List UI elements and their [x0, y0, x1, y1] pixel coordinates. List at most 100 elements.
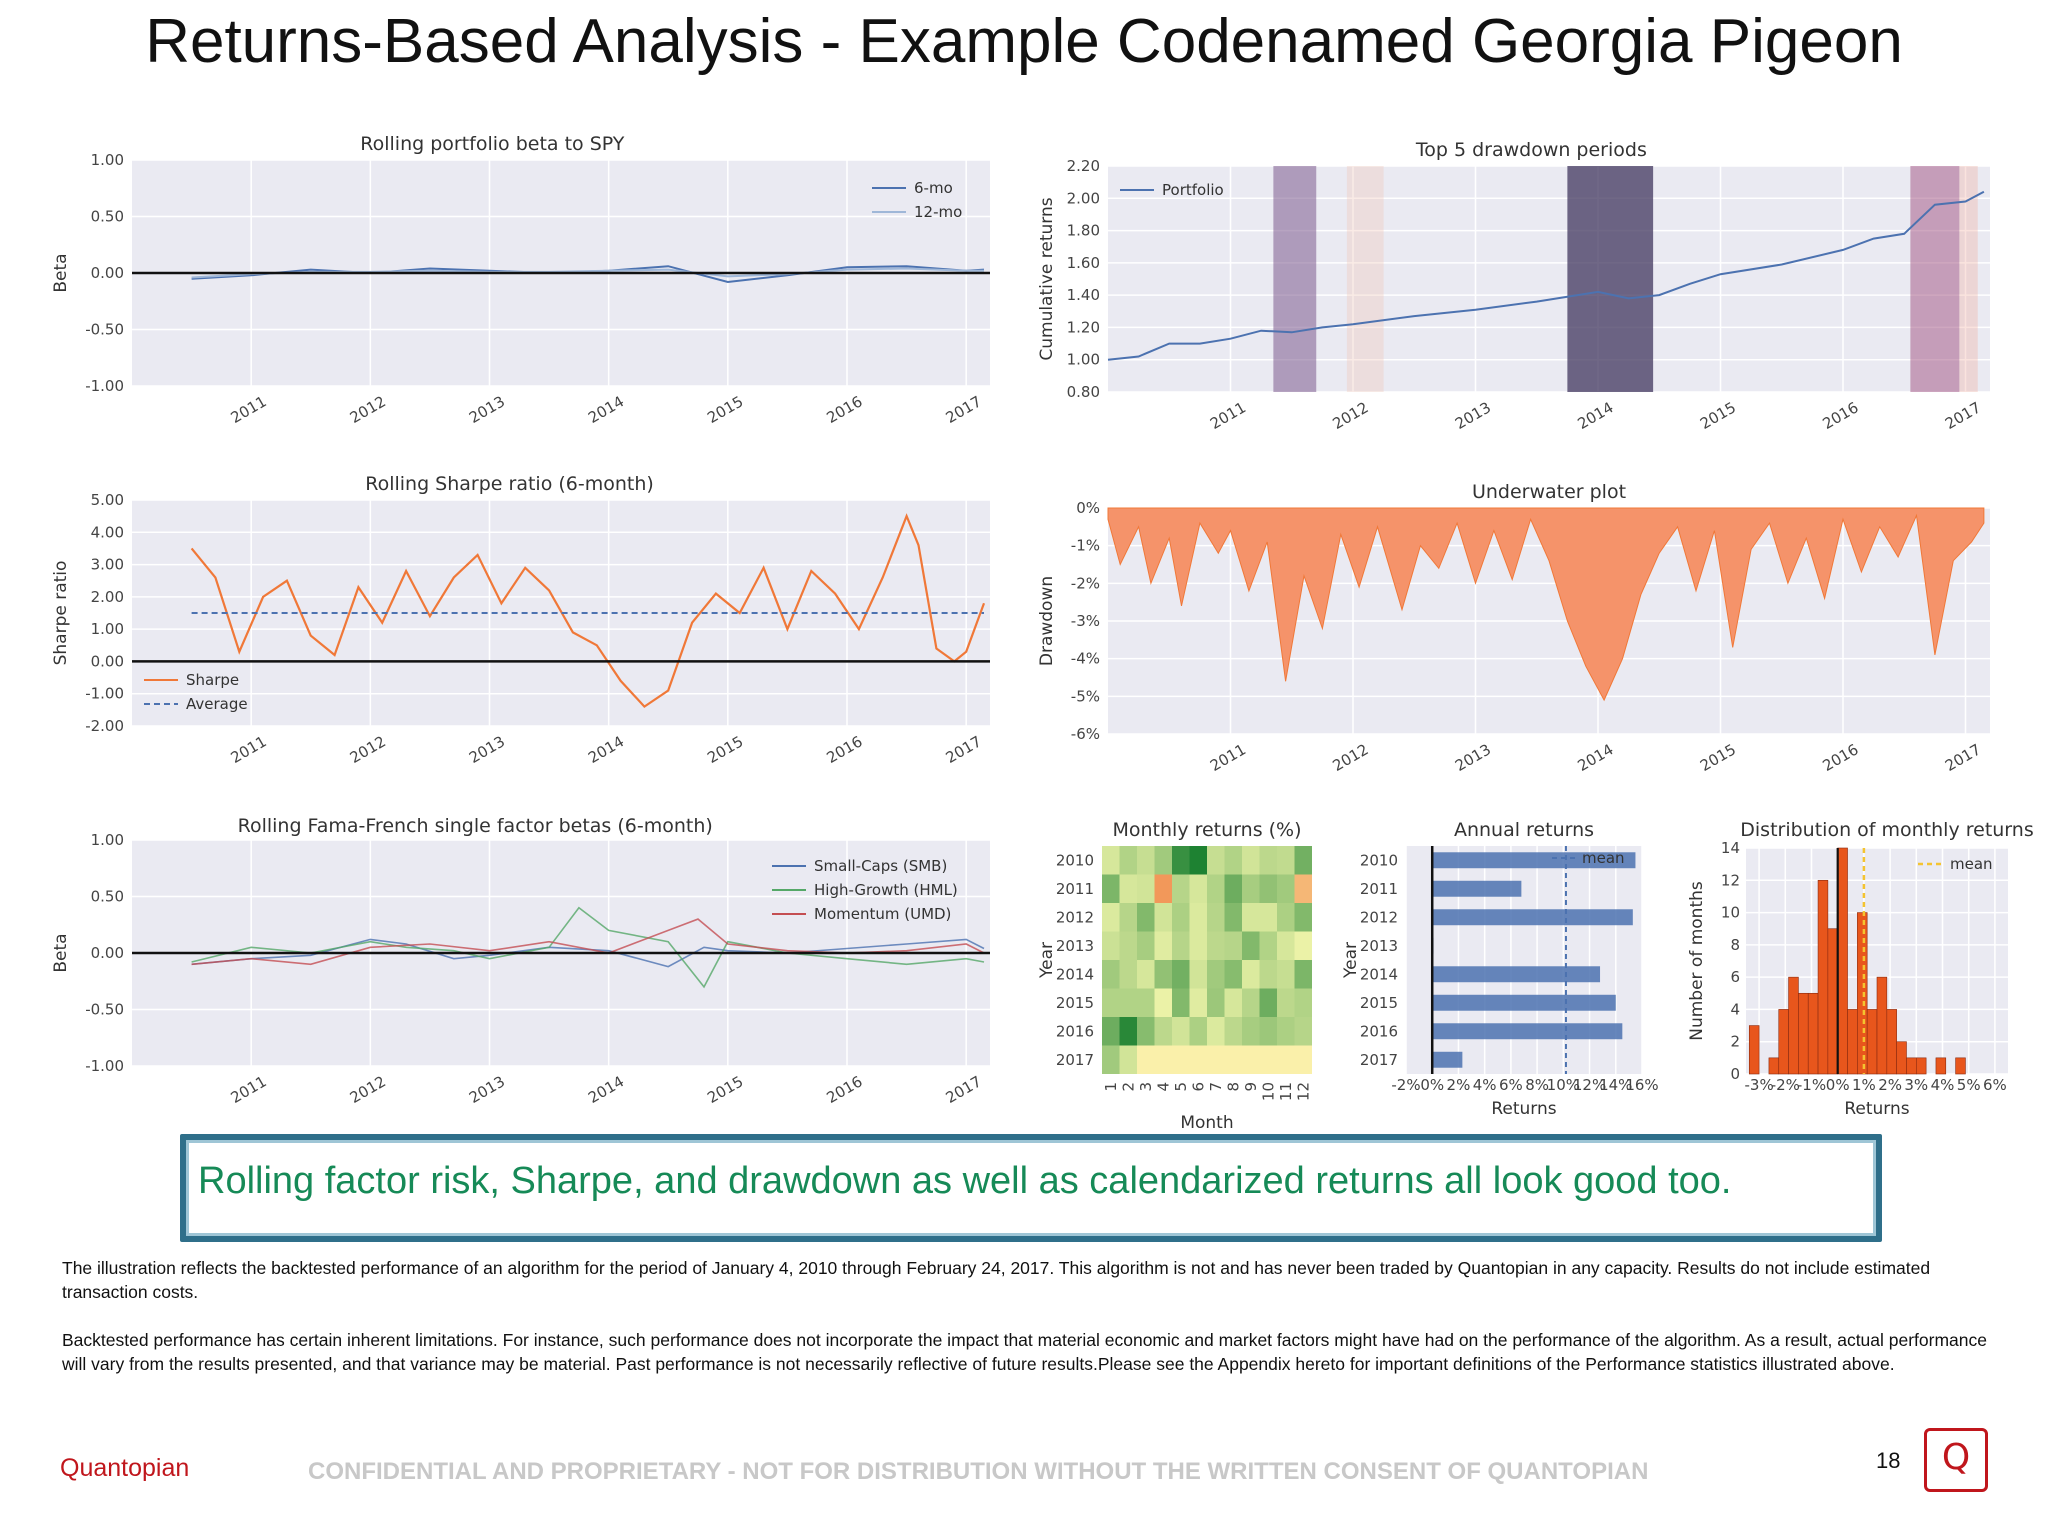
x-tick-label: 6% — [1983, 1076, 2007, 1094]
x-tick-label: 2017 — [943, 732, 985, 767]
x-axis-label: Month — [1180, 1113, 1233, 1133]
col-label: 8 — [1224, 1082, 1242, 1092]
chart-title: Monthly returns (%) — [1112, 819, 1301, 841]
heatmap-cell — [1294, 874, 1312, 903]
drawdown-period-shade — [1346, 166, 1384, 392]
x-tick-label: 2014 — [585, 732, 627, 767]
chart-monthly-returns: Monthly returns (%) 2010 2011 2012 2013 2014 2… — [1030, 818, 1330, 1133]
heatmap-cell — [1119, 903, 1137, 932]
legend-ff-2-label: Momentum (UMD) — [814, 905, 951, 923]
heatmap-cell — [1102, 846, 1120, 875]
y-tick-label: 8 — [1730, 936, 1740, 954]
x-tick-label: 2017 — [1942, 398, 1984, 433]
histogram-bar — [1935, 1057, 1947, 1075]
disclaimer-paragraph-2: Backtested performance has certain inher… — [62, 1330, 1988, 1374]
heatmap-cell — [1172, 988, 1190, 1017]
chart-drawdown-periods: Top 5 drawdown periods 2.20 2.00 1.80 1.60 1.… — [1030, 138, 2030, 448]
heatmap-cell — [1189, 846, 1207, 875]
heatmap-cell — [1189, 903, 1207, 932]
x-tick-label: 4% — [1931, 1076, 1955, 1094]
chart-rolling-sharpe: Rolling Sharpe ratio (6-month) 5.00 4.00 3.… — [40, 468, 1000, 798]
heatmap-cell — [1137, 931, 1155, 960]
x-axis-label: Returns — [1844, 1099, 1909, 1119]
series-line-sharpe — [190, 513, 986, 709]
heatmap-cell — [1277, 1045, 1295, 1074]
x-tick-label: 2016 — [823, 392, 865, 427]
y-tick-label: 4 — [1730, 1000, 1740, 1018]
y-tick-label: 5.00 — [91, 491, 124, 509]
heatmap-cell — [1294, 1017, 1312, 1046]
heatmap-cell — [1224, 846, 1242, 875]
annual-bar — [1432, 994, 1616, 1011]
heatmap-cell — [1189, 1017, 1207, 1046]
col-label: 2 — [1119, 1082, 1137, 1092]
x-axis-label: Returns — [1491, 1099, 1556, 1119]
heatmap-cell — [1137, 1017, 1155, 1046]
x-tick-label: 2013 — [466, 392, 508, 427]
legend-12mo-label: 12-mo — [914, 203, 962, 221]
x-tick-label: 4% — [1473, 1076, 1497, 1094]
histogram-bar — [1886, 1009, 1897, 1075]
y-tick-label: 1.00 — [91, 620, 124, 638]
x-tick-label: 2012 — [347, 732, 389, 767]
heatmap-cell — [1224, 1045, 1242, 1074]
row-label: 2010 — [1056, 851, 1094, 869]
series-line-1 — [191, 906, 985, 989]
x-tick-label: 2015 — [1697, 398, 1739, 433]
y-tick-label: -2.00 — [85, 717, 124, 735]
histogram-bar — [1896, 1041, 1907, 1075]
x-tick-label: 2011 — [228, 392, 270, 427]
heatmap-cell — [1189, 1045, 1207, 1074]
heatmap-cell — [1242, 931, 1260, 960]
disclaimer-paragraph-1: The illustration reflects the backtested… — [62, 1258, 1931, 1302]
x-tick-label: 2016 — [1819, 398, 1861, 433]
heatmap-cell — [1102, 874, 1120, 903]
y-axis-label: Sharpe ratio — [51, 561, 71, 666]
y-tick-label: 1.00 — [91, 831, 124, 849]
annual-bar — [1432, 852, 1636, 869]
year-label: 2013 — [1360, 937, 1398, 955]
y-axis-label: Cumulative returns — [1037, 197, 1057, 360]
heatmap-cell — [1259, 874, 1277, 903]
x-tick-label: 2013 — [466, 732, 508, 767]
underwater-svg: Underwater plot 0% -1% -2% -3% -4% -5% -6% 2011 2… — [1037, 481, 1990, 775]
heatmap-cell — [1259, 960, 1277, 989]
y-axis-label: Year — [1341, 942, 1361, 979]
y-tick-label: -4% — [1071, 650, 1100, 668]
rolling-sharpe-svg: Rolling Sharpe ratio (6-month) 5.00 4.00 3.… — [51, 473, 990, 767]
heatmap-cell — [1207, 931, 1225, 960]
year-label: 2016 — [1360, 1022, 1398, 1040]
x-tick-label: 2015 — [704, 392, 746, 427]
chart-title: Underwater plot — [1472, 481, 1626, 503]
y-tick-label: 2.00 — [91, 588, 124, 606]
row-label: 2017 — [1056, 1051, 1094, 1069]
heatmap-cell — [1119, 960, 1137, 989]
ff-betas-svg: Rolling Fama-French single factor betas … — [51, 815, 990, 1107]
drawdown-period-shade — [1910, 166, 1960, 392]
confidential-notice: CONFIDENTIAL AND PROPRIETARY - NOT FOR D… — [308, 1458, 1649, 1485]
heatmap-cell — [1224, 988, 1242, 1017]
x-tick-label: 2014 — [1574, 398, 1616, 433]
y-tick-label: 1.20 — [1067, 318, 1100, 336]
x-tick-label: 2013 — [1452, 398, 1494, 433]
y-tick-label: 3.00 — [91, 556, 124, 574]
takeaway-text: Rolling factor risk, Sharpe, and drawdow… — [198, 1160, 1732, 1202]
heatmap-cell — [1172, 903, 1190, 932]
y-tick-label: 0 — [1730, 1065, 1740, 1083]
col-label: 10 — [1259, 1082, 1277, 1101]
drawdown-period-shade — [1273, 166, 1317, 392]
underwater-area — [1107, 507, 1985, 702]
chart-title: Rolling Fama-French single factor betas … — [238, 815, 713, 837]
y-tick-label: 12 — [1721, 871, 1740, 889]
histogram-bar — [1748, 1025, 1760, 1075]
heatmap-cell — [1172, 1045, 1190, 1074]
y-tick-label: 0.00 — [91, 652, 124, 670]
y-tick-label: 6 — [1730, 968, 1740, 986]
heatmap-cell — [1154, 931, 1172, 960]
row-label: 2011 — [1056, 880, 1094, 898]
year-label: 2017 — [1360, 1051, 1398, 1069]
heatmap-cell — [1259, 988, 1277, 1017]
heatmap-cell — [1259, 931, 1277, 960]
x-tick-label: 2% — [1878, 1076, 1902, 1094]
heatmap-cell — [1102, 960, 1120, 989]
